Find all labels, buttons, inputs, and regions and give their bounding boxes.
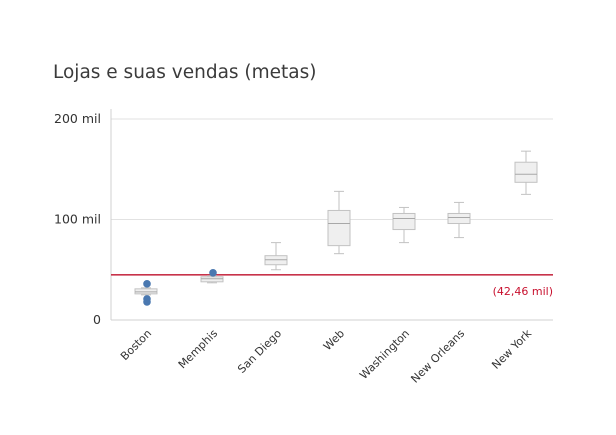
- outlier-point: [143, 298, 151, 306]
- x-category-label: Web: [321, 327, 347, 353]
- chart-title: Lojas e suas vendas (metas): [53, 62, 317, 83]
- x-category-label: Boston: [118, 327, 154, 363]
- y-tick-label: 0: [93, 312, 101, 327]
- box: [392, 212, 416, 231]
- boxes-layer: [134, 150, 538, 306]
- y-tick-label: 200 mil: [54, 111, 101, 126]
- box: [514, 161, 538, 183]
- x-category-label: Memphis: [176, 327, 221, 372]
- x-category-label: San Diego: [235, 327, 284, 376]
- box: [327, 209, 351, 247]
- x-category-label: New York: [489, 326, 534, 371]
- box: [264, 255, 288, 266]
- reference-line-label: (42,46 mil): [493, 285, 553, 298]
- outlier-point: [209, 268, 217, 277]
- x-category-label: New Orleans: [408, 327, 467, 386]
- axis-layer: [110, 109, 553, 321]
- box: [134, 288, 158, 295]
- outlier-point: [143, 280, 151, 288]
- labels-layer: 0 100 mil 200 mil (42,46 mil) Boston Memphis S…: [54, 111, 553, 386]
- box: [447, 212, 471, 225]
- x-category-label: Washington: [357, 327, 412, 382]
- y-tick-label: 100 mil: [54, 212, 101, 227]
- box: [200, 276, 224, 283]
